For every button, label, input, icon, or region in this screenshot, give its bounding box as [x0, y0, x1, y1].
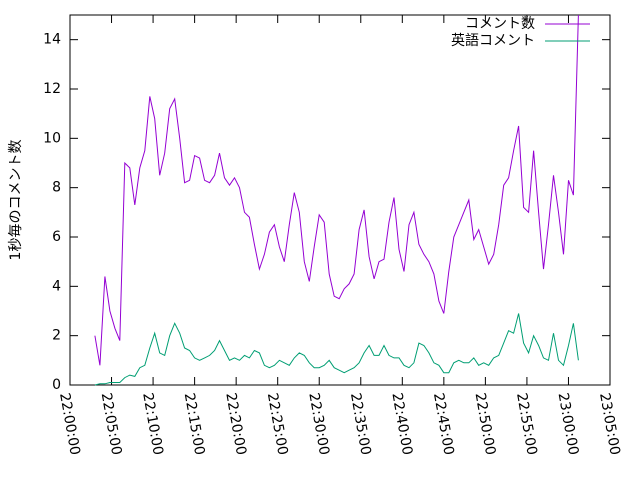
x-tick-label: 23:00:00 — [555, 392, 582, 457]
x-tick-label: 22:45:00 — [430, 392, 457, 457]
y-tick-label: 10 — [43, 130, 61, 146]
x-tick-label: 22:40:00 — [388, 392, 415, 457]
legend-label: 英語コメント — [451, 32, 535, 49]
x-tick-label: 22:55:00 — [513, 392, 540, 457]
x-tick-label: 22:35:00 — [347, 392, 374, 457]
y-axis-label: 1秒毎のコメント数 — [8, 140, 24, 261]
x-tick-label: 22:10:00 — [139, 392, 166, 457]
y-tick-label: 8 — [52, 180, 61, 196]
series-line — [94, 313, 579, 386]
series-line — [94, 14, 579, 366]
x-tick-label: 22:50:00 — [472, 392, 499, 457]
y-tick-label: 2 — [52, 328, 61, 344]
x-tick-label: 22:15:00 — [181, 392, 208, 457]
x-tick-label: 22:25:00 — [264, 392, 291, 457]
legend-label: コメント数 — [465, 16, 535, 32]
x-tick-label: 22:20:00 — [222, 392, 249, 457]
plot-frame — [69, 14, 611, 386]
x-tick-label: 23:05:00 — [596, 392, 623, 457]
x-tick-label: 22:30:00 — [305, 392, 332, 457]
y-tick-label: 14 — [43, 32, 61, 48]
x-tick-label: 22:00:00 — [56, 392, 83, 457]
y-tick-label: 6 — [52, 229, 61, 245]
x-tick-label: 22:05:00 — [98, 392, 125, 457]
y-tick-label: 12 — [43, 81, 61, 97]
y-tick-label: 4 — [52, 278, 61, 294]
y-tick-label: 0 — [52, 377, 61, 393]
